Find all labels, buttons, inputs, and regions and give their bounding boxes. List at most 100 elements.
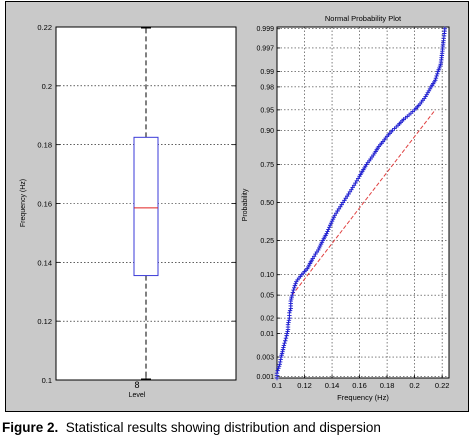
box-plot-y-tick-label: 0.16 bbox=[37, 200, 52, 209]
probability-plot-point bbox=[326, 227, 331, 232]
probability-plot-y-tick-label: 0.10 bbox=[260, 272, 274, 279]
probability-plot-panel: 0.001 0.003 0.01 0.02 0.05 0.10 0.25 0.50 0.75 0.… bbox=[242, 14, 450, 402]
probability-plot-point bbox=[433, 75, 439, 81]
probability-plot-point bbox=[284, 331, 290, 336]
probability-plot-point bbox=[327, 225, 332, 230]
probability-plot-reference-line bbox=[291, 109, 436, 296]
probability-plot-x-tick-label: 0.2 bbox=[409, 381, 419, 390]
probability-plot-point bbox=[328, 221, 334, 226]
probability-plot-point bbox=[282, 340, 287, 346]
probability-plot-y-tick-label: 0.99 bbox=[260, 69, 274, 76]
probability-plot-x-tick-label: 0.1 bbox=[272, 381, 282, 390]
probability-plot-point bbox=[287, 310, 292, 316]
probability-plot-point bbox=[354, 178, 360, 183]
box-plot-y-tick-label: 0.2 bbox=[42, 82, 52, 91]
probability-plot-point bbox=[293, 281, 298, 286]
probability-plot-point bbox=[281, 345, 286, 350]
probability-plot-point bbox=[276, 364, 282, 369]
probability-plot-point bbox=[289, 294, 294, 300]
figure-plots: 0.1 0.12 0.14 0.16 0.18 0.2 0.22 8 Level Frequ… bbox=[20, 14, 450, 402]
box-plot-x-axis-label: Level bbox=[129, 392, 146, 399]
probability-plot-point bbox=[283, 335, 289, 341]
probability-plot-y-tick-label: 0.90 bbox=[260, 128, 274, 135]
probability-plot-point bbox=[278, 357, 283, 362]
probability-plot-y-tick-label: 0.01 bbox=[260, 331, 274, 338]
probability-plot-y-tick-label: 0.999 bbox=[256, 26, 274, 33]
probability-plot-point bbox=[351, 183, 357, 188]
probability-plot-point bbox=[275, 368, 280, 373]
box-plot-y-tick-label: 0.1 bbox=[42, 376, 52, 385]
probability-plot-y-tick-label: 0.95 bbox=[260, 107, 274, 114]
box-plot-y-tick-label: 0.14 bbox=[37, 258, 52, 267]
probability-plot-point bbox=[280, 349, 285, 354]
probability-plot-point bbox=[353, 180, 358, 186]
probability-plot-point bbox=[355, 176, 361, 181]
probability-plot-point bbox=[316, 245, 322, 251]
probability-plot-point bbox=[285, 329, 290, 334]
probability-plot-point bbox=[286, 318, 292, 323]
box-plot-y-tick-label: 0.18 bbox=[37, 141, 52, 150]
probability-plot-points bbox=[274, 26, 448, 381]
probability-plot-x-tick-label: 0.18 bbox=[380, 381, 395, 390]
figure-caption-label: Figure 2. bbox=[2, 420, 59, 435]
probability-plot-x-ticks: 0.1 0.12 0.14 0.16 0.18 0.2 0.22 bbox=[272, 375, 450, 390]
probability-plot-point bbox=[329, 218, 335, 224]
probability-plot-point bbox=[317, 243, 323, 249]
probability-plot-point bbox=[284, 333, 289, 338]
probability-plot-point bbox=[291, 287, 296, 293]
probability-plot-y-tick-label: 0.98 bbox=[260, 84, 274, 91]
probability-plot-y-axis-label: Probability bbox=[242, 188, 249, 221]
probability-plot-y-tick-label: 0.003 bbox=[256, 355, 274, 362]
probability-plot-point bbox=[289, 292, 295, 298]
probability-plot-point bbox=[292, 283, 298, 288]
probability-plot-y-tick-label: 0.05 bbox=[260, 293, 274, 300]
probability-plot-y-tick-label: 0.25 bbox=[260, 238, 274, 245]
box-plot-y-tick-label: 0.12 bbox=[37, 317, 52, 326]
probability-plot-point bbox=[433, 78, 438, 83]
probability-plot-x-tick-label: 0.22 bbox=[435, 381, 450, 390]
probability-plot-point bbox=[311, 254, 317, 259]
probability-plot-y-ticks: 0.001 0.003 0.01 0.02 0.05 0.10 0.25 0.50 0.75 0.… bbox=[256, 26, 280, 381]
probability-plot-point bbox=[435, 71, 440, 76]
probability-plot-point bbox=[274, 370, 280, 376]
probability-plot-y-tick-label: 0.997 bbox=[256, 45, 274, 52]
probability-plot-fit-line bbox=[291, 109, 436, 296]
probability-plot-point bbox=[330, 217, 336, 222]
probability-plot-point bbox=[290, 290, 296, 295]
box-plot-panel: 0.1 0.12 0.14 0.16 0.18 0.2 0.22 8 Level Frequ… bbox=[20, 23, 237, 399]
probability-plot-point bbox=[310, 256, 315, 261]
box-plot-y-axis-label: Frequency (Hz) bbox=[20, 179, 27, 227]
probability-plot-y-tick-label: 0.001 bbox=[256, 374, 274, 381]
probability-plot-title: Normal Probability Plot bbox=[325, 14, 402, 23]
probability-plot-y-tick-label: 0.50 bbox=[260, 200, 274, 207]
probability-plot-point bbox=[285, 322, 291, 327]
probability-plot-gridlines bbox=[277, 27, 449, 378]
box-plot-y-tick-label: 0.22 bbox=[37, 23, 52, 32]
box-plot-box bbox=[133, 136, 159, 277]
probability-plot-point bbox=[277, 362, 282, 367]
probability-plot-x-tick-label: 0.16 bbox=[352, 381, 367, 390]
box-plot-category-label: 8 bbox=[134, 380, 139, 390]
probability-plot-point bbox=[434, 73, 439, 79]
probability-plot-point bbox=[287, 308, 293, 313]
box-plot-marks bbox=[133, 27, 159, 380]
probability-plot-point bbox=[288, 298, 293, 304]
figure-caption-text: Statistical results showing distribution… bbox=[65, 420, 381, 435]
probability-plot-point bbox=[331, 215, 337, 220]
probability-plot-point bbox=[325, 229, 330, 234]
probability-plot-point bbox=[281, 343, 287, 348]
probability-plot-point bbox=[276, 366, 281, 371]
box-plot-y-ticks: 0.1 0.12 0.14 0.16 0.18 0.2 0.22 bbox=[37, 23, 236, 385]
probability-plot-x-tick-label: 0.12 bbox=[297, 381, 312, 390]
probability-plot-point bbox=[442, 26, 448, 31]
probability-plot-y-tick-label: 0.75 bbox=[260, 162, 274, 169]
probability-plot-point bbox=[289, 296, 294, 302]
probability-plot-point bbox=[292, 285, 297, 291]
probability-plot-point bbox=[280, 347, 286, 352]
figure-caption: Figure 2. Statistical results showing di… bbox=[2, 418, 472, 438]
probability-plot-point bbox=[286, 320, 291, 325]
probability-plot-point bbox=[328, 223, 333, 228]
probability-plot-point bbox=[316, 247, 321, 253]
probability-plot-x-tick-label: 0.14 bbox=[325, 381, 340, 390]
probability-plot-point bbox=[283, 338, 288, 343]
